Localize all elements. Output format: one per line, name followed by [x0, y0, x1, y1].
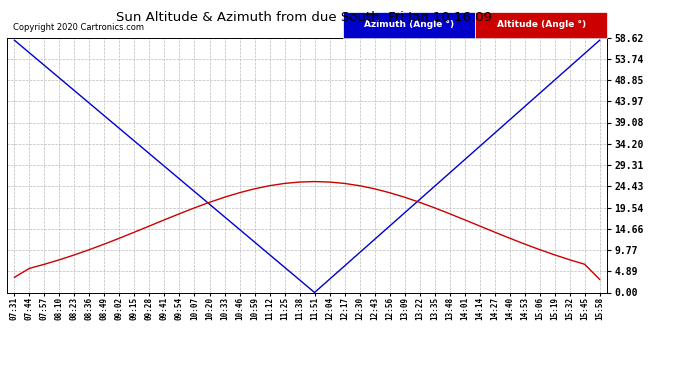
Text: Sun Altitude & Azimuth from due South  Fri Jan 10 16:09: Sun Altitude & Azimuth from due South Fr… [116, 11, 491, 24]
Text: Altitude (Angle °): Altitude (Angle °) [497, 20, 586, 29]
FancyBboxPatch shape [343, 12, 475, 38]
Text: Copyright 2020 Cartronics.com: Copyright 2020 Cartronics.com [13, 23, 144, 32]
Text: Azimuth (Angle °): Azimuth (Angle °) [364, 20, 454, 29]
FancyBboxPatch shape [475, 12, 607, 38]
